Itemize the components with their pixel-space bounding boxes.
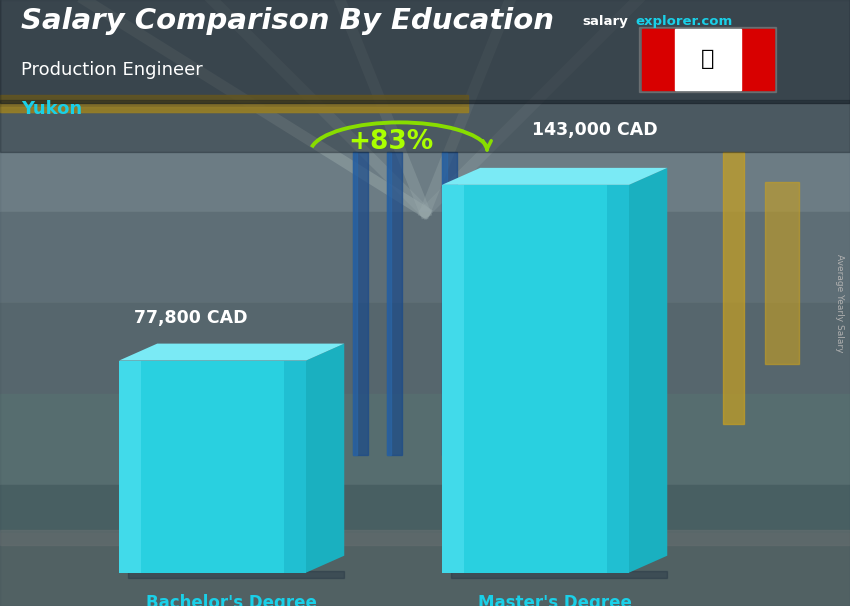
Bar — [442, 185, 629, 573]
Bar — [0, 485, 850, 606]
Bar — [740, 29, 774, 90]
Bar — [353, 152, 368, 454]
Polygon shape — [629, 168, 667, 573]
Bar — [0, 100, 850, 152]
Text: Master's Degree: Master's Degree — [478, 594, 632, 606]
Text: 🍁: 🍁 — [701, 49, 714, 70]
Polygon shape — [442, 168, 667, 185]
Bar — [0, 530, 850, 545]
Text: 143,000 CAD: 143,000 CAD — [532, 121, 658, 139]
Bar — [0, 303, 850, 394]
Bar — [450, 571, 667, 578]
Bar — [119, 361, 306, 573]
Bar — [0, 212, 850, 303]
Bar — [607, 185, 629, 573]
Bar — [0, 0, 850, 103]
Text: salary: salary — [582, 15, 628, 28]
Bar — [128, 571, 344, 578]
Bar — [722, 152, 744, 424]
Bar — [0, 0, 850, 212]
Bar — [119, 361, 141, 573]
Text: Average Yearly Salary: Average Yearly Salary — [836, 254, 844, 352]
Text: Salary Comparison By Education: Salary Comparison By Education — [21, 7, 554, 35]
Bar — [284, 361, 306, 573]
Bar — [639, 27, 776, 92]
Bar — [0, 394, 850, 485]
Polygon shape — [119, 344, 344, 361]
Bar — [642, 29, 675, 90]
Bar — [442, 152, 457, 454]
Bar — [765, 182, 799, 364]
Bar — [353, 152, 357, 454]
Text: Yukon: Yukon — [21, 100, 82, 118]
Bar — [0, 95, 468, 112]
Bar — [442, 152, 446, 454]
Bar — [0, 107, 468, 112]
Polygon shape — [306, 344, 344, 573]
Text: +83%: +83% — [348, 129, 434, 155]
Bar — [0, 533, 850, 606]
Text: explorer.com: explorer.com — [635, 15, 732, 28]
Bar — [442, 185, 464, 573]
Bar — [387, 152, 402, 454]
Bar — [675, 29, 740, 90]
Bar — [387, 152, 391, 454]
Text: 77,800 CAD: 77,800 CAD — [134, 309, 248, 327]
Text: Production Engineer: Production Engineer — [21, 61, 203, 79]
Text: Bachelor's Degree: Bachelor's Degree — [146, 594, 317, 606]
